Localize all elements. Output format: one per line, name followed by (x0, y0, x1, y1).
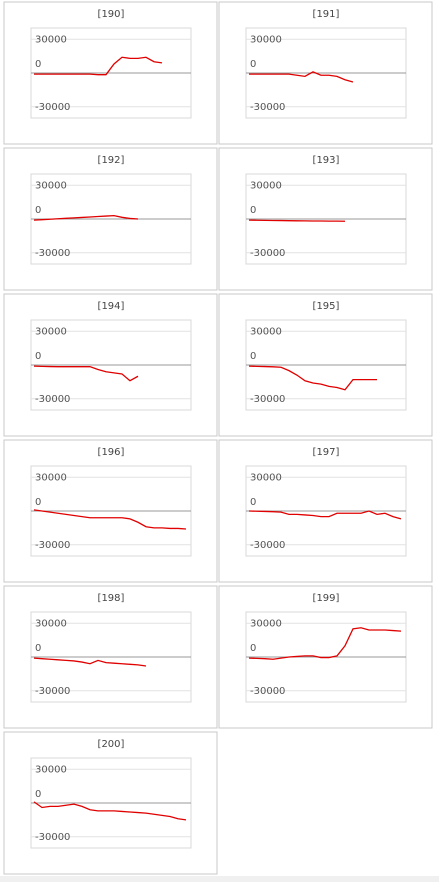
y-tick-label: 0 (35, 205, 41, 216)
chart-title: [192] (98, 155, 125, 166)
y-tick-label: -30000 (250, 248, 285, 259)
chart-title: [193] (313, 155, 340, 166)
data-line (34, 56, 163, 76)
y-tick-label: -30000 (250, 540, 285, 551)
y-tick-label: 30000 (35, 326, 67, 337)
y-tick-label: 0 (35, 789, 41, 800)
y-tick-label: 30000 (250, 618, 282, 629)
y-tick-label: -30000 (250, 102, 285, 113)
bottom-strip (0, 876, 439, 882)
chart-title: [199] (313, 593, 340, 604)
y-tick-label: 0 (250, 643, 256, 654)
y-tick-label: -30000 (250, 394, 285, 405)
data-line (33, 801, 187, 821)
data-line (33, 509, 187, 530)
y-tick-label: 30000 (250, 34, 282, 45)
y-tick-label: 0 (35, 59, 41, 70)
chart-title: [200] (98, 739, 125, 750)
y-tick-label: 30000 (35, 618, 67, 629)
y-tick-label: 0 (35, 643, 41, 654)
chart-title: [191] (313, 9, 340, 20)
y-tick-label: -30000 (35, 102, 70, 113)
y-tick-label: 0 (35, 351, 41, 362)
y-tick-label: 30000 (35, 34, 67, 45)
y-tick-label: 30000 (35, 472, 67, 483)
data-line (248, 365, 377, 391)
y-tick-label: 30000 (35, 764, 67, 775)
chart-title: [195] (313, 301, 340, 312)
data-line (249, 71, 354, 83)
y-tick-label: -30000 (250, 686, 285, 697)
y-tick-label: -30000 (35, 248, 70, 259)
data-line (33, 214, 139, 221)
chart-title: [194] (98, 301, 125, 312)
y-tick-label: 0 (250, 205, 256, 216)
y-tick-label: 30000 (35, 180, 67, 191)
chart-title: [196] (98, 447, 125, 458)
y-tick-label: 0 (35, 497, 41, 508)
data-line (248, 627, 402, 660)
y-tick-label: 0 (250, 351, 256, 362)
y-tick-label: 30000 (250, 472, 282, 483)
y-tick-label: -30000 (35, 394, 70, 405)
chart-title: [190] (98, 9, 125, 20)
y-tick-label: -30000 (35, 832, 70, 843)
data-line (248, 219, 346, 222)
y-tick-label: 0 (250, 59, 256, 70)
y-tick-label: 30000 (250, 180, 282, 191)
data-line (33, 657, 147, 667)
data-line (248, 510, 402, 520)
data-line (33, 365, 139, 382)
chart-title: [197] (313, 447, 340, 458)
y-tick-label: -30000 (35, 540, 70, 551)
y-tick-label: 30000 (250, 326, 282, 337)
y-tick-label: 0 (250, 497, 256, 508)
y-tick-label: -30000 (35, 686, 70, 697)
chart-title: [198] (98, 593, 125, 604)
